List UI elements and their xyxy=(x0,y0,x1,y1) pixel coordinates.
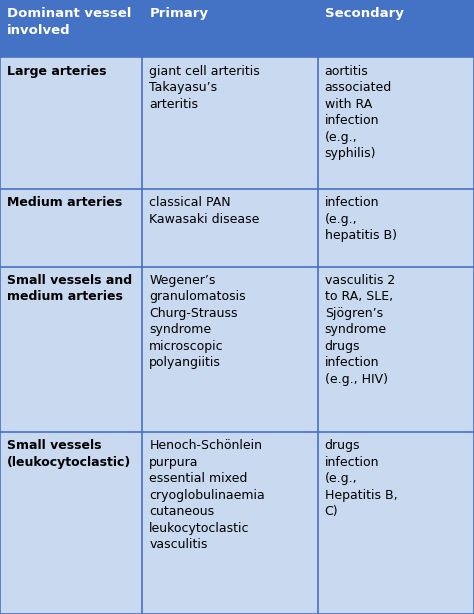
Text: Small vessels and
medium arteries: Small vessels and medium arteries xyxy=(7,274,132,303)
Bar xyxy=(0,432,142,614)
Bar xyxy=(0,189,142,266)
Text: Henoch-Schönlein
purpura
essential mixed
cryoglobulinaemia
cutaneous
leukocytocl: Henoch-Schönlein purpura essential mixed… xyxy=(149,439,265,551)
Text: drugs
infection
(e.g.,
Hepatitis B,
C): drugs infection (e.g., Hepatitis B, C) xyxy=(325,439,397,518)
Text: Primary: Primary xyxy=(149,7,208,20)
Bar xyxy=(142,266,318,432)
Text: Wegener’s
granulomatosis
Churg-Strauss
syndrome
microscopic
polyangiitis: Wegener’s granulomatosis Churg-Strauss s… xyxy=(149,274,246,370)
Bar xyxy=(0,57,142,189)
Bar xyxy=(142,189,318,266)
Text: Large arteries: Large arteries xyxy=(7,64,107,78)
Text: infection
(e.g.,
hepatitis B): infection (e.g., hepatitis B) xyxy=(325,196,397,243)
Bar xyxy=(318,266,474,432)
Text: Medium arteries: Medium arteries xyxy=(7,196,122,209)
Bar xyxy=(142,432,318,614)
Bar xyxy=(0,0,142,57)
Text: giant cell arteritis
Takayasu’s
arteritis: giant cell arteritis Takayasu’s arteriti… xyxy=(149,64,260,111)
Text: classical PAN
Kawasaki disease: classical PAN Kawasaki disease xyxy=(149,196,260,226)
Bar xyxy=(0,266,142,432)
Text: vasculitis 2
to RA, SLE,
Sjögren’s
syndrome
drugs
infection
(e.g., HIV): vasculitis 2 to RA, SLE, Sjögren’s syndr… xyxy=(325,274,395,386)
Bar xyxy=(142,0,318,57)
Text: Secondary: Secondary xyxy=(325,7,403,20)
Bar xyxy=(318,57,474,189)
Bar xyxy=(318,432,474,614)
Text: Small vessels
(leukocytoclastic): Small vessels (leukocytoclastic) xyxy=(7,439,131,468)
Bar xyxy=(318,189,474,266)
Text: aortitis
associated
with RA
infection
(e.g.,
syphilis): aortitis associated with RA infection (e… xyxy=(325,64,392,160)
Bar xyxy=(318,0,474,57)
Text: Dominant vessel
involved: Dominant vessel involved xyxy=(7,7,131,37)
Bar xyxy=(142,57,318,189)
